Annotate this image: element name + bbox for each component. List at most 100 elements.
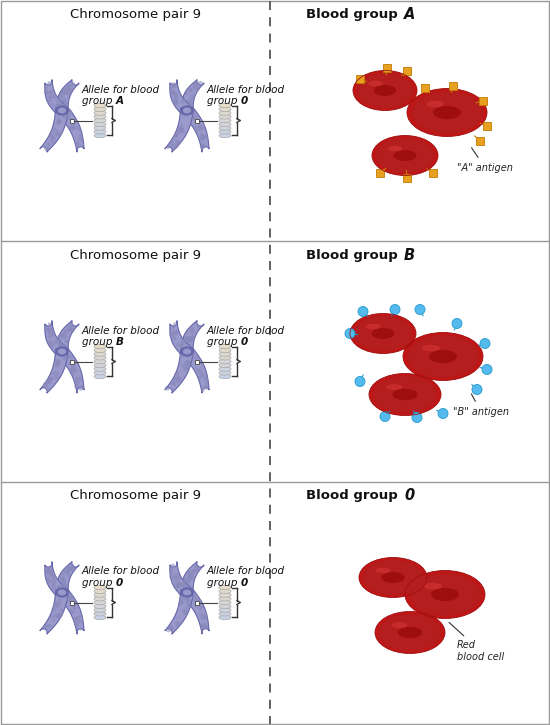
Ellipse shape (59, 341, 62, 344)
Ellipse shape (50, 94, 54, 99)
Ellipse shape (386, 384, 402, 390)
Ellipse shape (183, 349, 191, 355)
Ellipse shape (58, 344, 61, 347)
Polygon shape (45, 320, 68, 355)
Ellipse shape (200, 138, 205, 141)
Ellipse shape (205, 376, 207, 379)
Ellipse shape (199, 609, 202, 612)
Ellipse shape (59, 94, 64, 99)
Ellipse shape (62, 579, 65, 582)
Ellipse shape (79, 616, 81, 618)
Ellipse shape (94, 107, 106, 112)
Polygon shape (165, 107, 193, 152)
Ellipse shape (183, 366, 188, 371)
Ellipse shape (219, 355, 231, 360)
Ellipse shape (58, 102, 63, 107)
Text: B: B (116, 336, 124, 347)
Ellipse shape (407, 88, 487, 136)
Ellipse shape (219, 367, 231, 371)
Ellipse shape (380, 615, 440, 650)
Ellipse shape (79, 377, 82, 381)
Polygon shape (449, 81, 457, 89)
Ellipse shape (182, 584, 186, 588)
Ellipse shape (78, 386, 84, 391)
Ellipse shape (47, 143, 51, 146)
Polygon shape (45, 80, 68, 113)
Ellipse shape (57, 599, 62, 603)
Ellipse shape (204, 624, 208, 628)
Ellipse shape (354, 71, 416, 109)
Ellipse shape (94, 133, 106, 138)
Ellipse shape (68, 126, 73, 130)
Ellipse shape (54, 104, 59, 109)
Ellipse shape (51, 573, 56, 579)
Ellipse shape (176, 584, 179, 588)
Ellipse shape (52, 136, 56, 140)
Ellipse shape (59, 354, 62, 357)
Ellipse shape (62, 113, 67, 118)
Text: Allele for blood: Allele for blood (207, 85, 285, 94)
Ellipse shape (45, 327, 48, 330)
Ellipse shape (80, 627, 83, 631)
Ellipse shape (59, 342, 63, 347)
Ellipse shape (64, 329, 69, 334)
Ellipse shape (184, 597, 189, 602)
Ellipse shape (172, 334, 175, 336)
Ellipse shape (170, 139, 174, 143)
Text: group: group (82, 96, 116, 106)
Ellipse shape (174, 99, 178, 104)
Ellipse shape (48, 330, 52, 334)
Ellipse shape (70, 609, 72, 611)
Polygon shape (383, 64, 391, 72)
Ellipse shape (65, 566, 70, 571)
Ellipse shape (79, 621, 82, 624)
Ellipse shape (174, 101, 178, 105)
Ellipse shape (75, 624, 79, 627)
Ellipse shape (62, 582, 68, 587)
Ellipse shape (183, 610, 187, 613)
Ellipse shape (219, 593, 231, 597)
Ellipse shape (175, 134, 179, 137)
Ellipse shape (72, 365, 75, 369)
Ellipse shape (186, 339, 190, 343)
Ellipse shape (45, 624, 47, 628)
Ellipse shape (189, 88, 194, 93)
Ellipse shape (180, 379, 183, 382)
Ellipse shape (184, 112, 188, 115)
Ellipse shape (165, 386, 170, 391)
Ellipse shape (199, 125, 204, 130)
Ellipse shape (188, 100, 191, 103)
Ellipse shape (183, 112, 187, 115)
Ellipse shape (219, 600, 231, 605)
Ellipse shape (170, 563, 175, 568)
Ellipse shape (185, 336, 189, 339)
Ellipse shape (59, 587, 64, 592)
Ellipse shape (73, 610, 75, 613)
Ellipse shape (219, 616, 231, 620)
Ellipse shape (74, 384, 80, 389)
Polygon shape (479, 96, 487, 104)
Ellipse shape (180, 128, 184, 131)
Ellipse shape (219, 608, 231, 612)
Ellipse shape (172, 378, 175, 381)
Ellipse shape (196, 126, 201, 131)
Ellipse shape (192, 569, 196, 573)
Ellipse shape (173, 91, 178, 96)
Ellipse shape (219, 133, 231, 138)
Ellipse shape (57, 350, 62, 355)
Ellipse shape (180, 364, 184, 368)
Ellipse shape (187, 104, 192, 109)
Ellipse shape (94, 604, 106, 608)
Ellipse shape (57, 104, 62, 109)
Ellipse shape (47, 388, 51, 392)
Ellipse shape (70, 365, 76, 371)
Ellipse shape (194, 126, 196, 129)
Ellipse shape (56, 347, 69, 356)
Ellipse shape (65, 340, 68, 344)
Ellipse shape (69, 323, 73, 327)
Ellipse shape (75, 376, 79, 380)
Ellipse shape (351, 315, 415, 352)
Ellipse shape (44, 90, 48, 94)
Ellipse shape (183, 612, 186, 615)
Ellipse shape (67, 597, 70, 601)
